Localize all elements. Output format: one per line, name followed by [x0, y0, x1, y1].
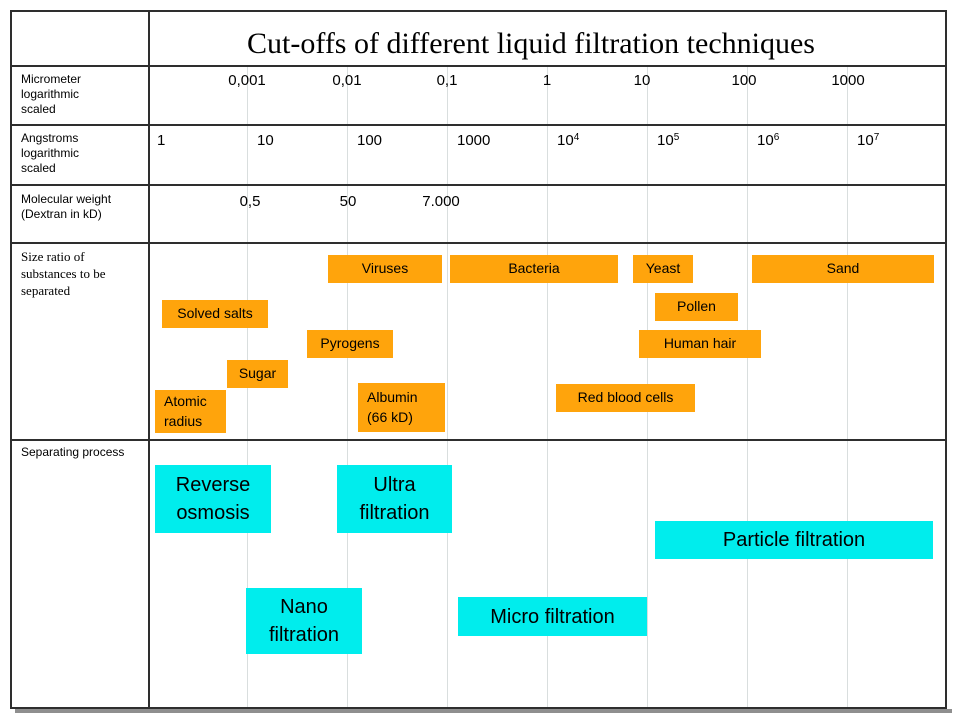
molecular-tick: 50 — [339, 193, 357, 210]
substance-box-pollen: Pollen — [655, 293, 738, 321]
gridline — [747, 66, 748, 708]
row-label-micrometer: Micrometer logarithmic scaled — [21, 72, 82, 116]
molecular-tick: 0,5 — [239, 193, 261, 210]
gridline — [447, 66, 448, 708]
substance-box-bacteria: Bacteria — [450, 255, 618, 283]
table-shadow — [15, 709, 952, 713]
micrometer-tick: 1000 — [831, 72, 865, 89]
row-divider — [11, 65, 946, 67]
gridline — [347, 66, 348, 708]
row-divider — [11, 124, 946, 126]
substance-box-pyrogens: Pyrogens — [307, 330, 393, 358]
substance-box-yeast: Yeast — [633, 255, 693, 283]
process-box-nano-filtration: Nano filtration — [246, 588, 362, 654]
angstrom-tick: 105 — [657, 132, 680, 149]
row-label-substances: Size ratio of substances to be separated — [21, 249, 106, 298]
substance-box-red-blood-cells: Red blood cells — [556, 384, 695, 412]
angstrom-tick: 1000 — [457, 132, 491, 149]
substance-box-sand: Sand — [752, 255, 934, 283]
micrometer-tick: 0,1 — [436, 72, 458, 89]
micrometer-tick: 1 — [542, 72, 552, 89]
micrometer-tick: 10 — [633, 72, 651, 89]
gridline — [547, 66, 548, 708]
process-box-ultra-filtration: Ultra filtration — [337, 465, 452, 533]
table-frame — [10, 10, 947, 709]
row-label-angstrom: Angstroms logarithmic scaled — [21, 131, 80, 175]
process-box-micro-filtration: Micro filtration — [458, 597, 647, 636]
row-divider — [11, 439, 946, 441]
process-box-reverse-osmosis: Reverse osmosis — [155, 465, 271, 533]
angstrom-tick: 107 — [857, 132, 880, 149]
substance-box-viruses: Viruses — [328, 255, 442, 283]
row-divider — [11, 184, 946, 186]
substance-box-solved-salts: Solved salts — [162, 300, 268, 328]
row-divider — [11, 242, 946, 244]
angstrom-tick: 104 — [557, 132, 580, 149]
micrometer-tick: 100 — [731, 72, 757, 89]
molecular-tick: 7.000 — [422, 193, 460, 210]
row-label-molecular: Molecular weight (Dextran in kD) — [21, 192, 112, 221]
process-box-particle-filtration: Particle filtration — [655, 521, 933, 559]
substance-box-atomic-radius: Atomic radius — [155, 390, 226, 433]
column-divider — [148, 11, 150, 708]
diagram-title: Cut-offs of different liquid filtration … — [247, 27, 815, 60]
angstrom-tick: 10 — [257, 132, 274, 149]
row-label-process: Separating process — [21, 445, 125, 459]
angstrom-tick: 100 — [357, 132, 383, 149]
micrometer-tick: 0,01 — [332, 72, 362, 89]
substance-box-albumin: Albumin (66 kD) — [358, 383, 445, 432]
substance-box-sugar: Sugar — [227, 360, 288, 388]
micrometer-tick: 0,001 — [228, 72, 266, 89]
gridline — [847, 66, 848, 708]
substance-box-human-hair: Human hair — [639, 330, 761, 358]
angstrom-tick: 1 — [157, 132, 166, 149]
angstrom-tick: 106 — [757, 132, 780, 149]
